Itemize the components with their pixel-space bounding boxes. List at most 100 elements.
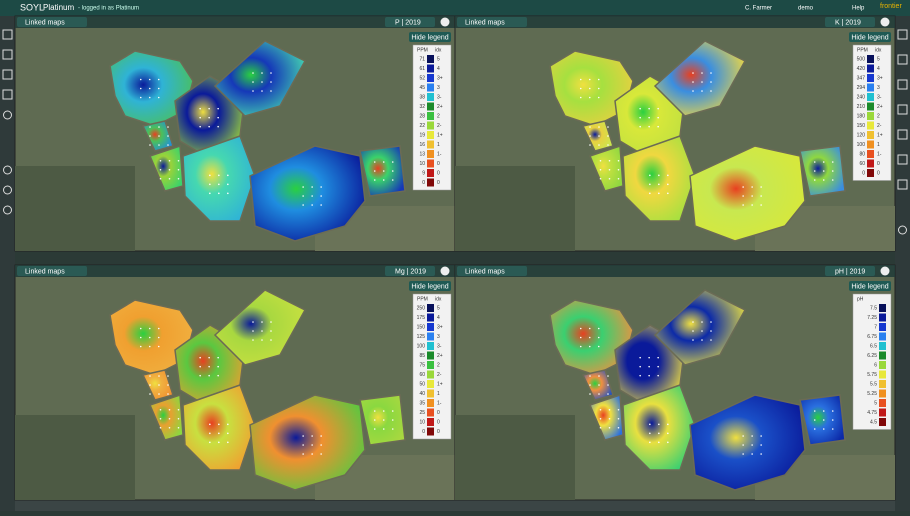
hide-legend-label[interactable]: Hide legend: [851, 34, 888, 41]
linked-maps-button[interactable]: [17, 17, 87, 27]
legend-swatch: [427, 178, 434, 187]
tool-button[interactable]: [2, 69, 13, 80]
legend-swatch: [427, 140, 434, 149]
sample-point: [158, 126, 160, 128]
tool-button[interactable]: [2, 29, 13, 40]
sample-point: [320, 453, 322, 455]
layer-label[interactable]: pH | 2019: [835, 268, 865, 275]
sample-point: [302, 444, 304, 446]
hide-legend-label[interactable]: Hide legend: [411, 283, 448, 290]
legend-value: 0: [422, 180, 425, 186]
linked-maps-button[interactable]: [457, 17, 527, 27]
tool-button[interactable]: [897, 179, 908, 190]
sample-point: [751, 186, 753, 188]
sample-point: [159, 426, 162, 429]
layer-dropdown[interactable]: [825, 266, 875, 276]
legend-value: 7.5: [870, 305, 877, 311]
legend-value: 347: [857, 75, 866, 81]
legend-swatch: [427, 370, 434, 379]
legend-swatch: [879, 304, 886, 312]
hide-legend-button[interactable]: [849, 281, 891, 291]
layer-dropdown[interactable]: [385, 266, 435, 276]
linked-maps-label[interactable]: Linked maps: [465, 268, 505, 275]
sample-point: [167, 144, 169, 146]
legend-value: 0: [862, 170, 865, 176]
sample-point: [209, 432, 211, 435]
map-texture: [455, 166, 575, 251]
sample-point: [598, 375, 600, 377]
sample-point: [617, 168, 620, 171]
tool-button[interactable]: [897, 79, 908, 90]
sample-point: [648, 356, 650, 359]
tool-button[interactable]: [3, 185, 12, 195]
layer-label[interactable]: Mg | 2019: [395, 268, 426, 275]
legend-swatch: [427, 351, 434, 360]
tool-button[interactable]: [3, 165, 12, 175]
field: [359, 145, 406, 197]
linked-maps-button[interactable]: [17, 266, 87, 276]
sample-point: [227, 441, 229, 444]
sample-point: [149, 384, 151, 386]
linked-maps-label[interactable]: Linked maps: [25, 268, 65, 275]
sample-point: [177, 417, 180, 420]
tool-button[interactable]: [897, 154, 908, 165]
legend-value: 5: [874, 400, 877, 406]
tool-button[interactable]: [898, 225, 907, 235]
close-button[interactable]: [880, 266, 890, 276]
sample-point: [589, 384, 591, 386]
sample-point: [608, 426, 611, 429]
sample-point: [149, 144, 151, 146]
legend-swatch: [427, 389, 434, 398]
layer-dropdown[interactable]: [825, 17, 875, 27]
hide-legend-button[interactable]: [409, 281, 451, 291]
sample-point: [382, 161, 385, 163]
legend-swatch: [427, 361, 434, 369]
close-button[interactable]: [880, 17, 890, 27]
hide-legend-label[interactable]: Hide legend: [851, 283, 888, 290]
sample-point: [658, 192, 660, 195]
sample-point: [158, 384, 160, 386]
legend-value: 3: [877, 85, 880, 91]
user-name[interactable]: C. Farmer: [745, 6, 772, 12]
tool-button[interactable]: [3, 110, 12, 120]
tool-button[interactable]: [897, 104, 908, 115]
sample-point: [639, 365, 641, 368]
sample-point: [218, 192, 220, 195]
tool-button[interactable]: [897, 29, 908, 40]
login-status: - logged in as Platinum: [78, 6, 139, 12]
sample-point: [159, 168, 162, 171]
close-button[interactable]: [440, 17, 450, 27]
linked-maps-label[interactable]: Linked maps: [465, 19, 505, 26]
legend-swatch: [427, 323, 434, 331]
hide-legend-button[interactable]: [849, 32, 891, 42]
sample-point: [149, 393, 151, 395]
sample-point: [607, 384, 609, 386]
close-button[interactable]: [440, 266, 450, 276]
layer-label[interactable]: K | 2019: [835, 19, 861, 26]
legend-value: 10: [419, 419, 425, 425]
legend-unit: idx: [875, 47, 882, 53]
legend-value: 3-: [437, 343, 442, 349]
tool-button[interactable]: [897, 54, 908, 65]
tool-button[interactable]: [3, 205, 12, 215]
layer-label[interactable]: P | 2019: [395, 19, 421, 26]
linked-maps-label[interactable]: Linked maps: [25, 19, 65, 26]
sample-point: [270, 339, 272, 341]
tool-button[interactable]: [897, 129, 908, 140]
sample-point: [148, 336, 151, 339]
tool-button[interactable]: [2, 89, 13, 100]
legend-swatch: [867, 121, 874, 130]
legend-value: 1+: [877, 132, 883, 138]
legend-value: 28: [419, 113, 425, 119]
layer-dropdown[interactable]: [385, 17, 435, 27]
sample-point: [373, 161, 376, 163]
linked-maps-button[interactable]: [457, 266, 527, 276]
tool-button[interactable]: [2, 49, 13, 60]
field: [249, 394, 366, 491]
hide-legend-button[interactable]: [409, 32, 451, 42]
sample-point: [227, 183, 229, 186]
help-link[interactable]: Help: [852, 6, 865, 12]
sample-point: [617, 159, 620, 162]
account-menu[interactable]: demo: [798, 6, 814, 12]
hide-legend-label[interactable]: Hide legend: [411, 34, 448, 41]
